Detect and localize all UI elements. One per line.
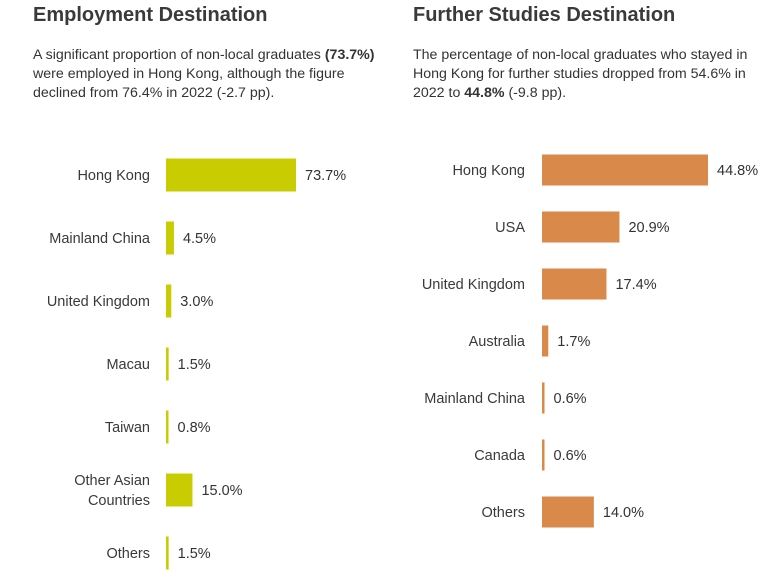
category-label: Hong Kong (77, 168, 150, 184)
bar-australia (542, 325, 549, 357)
description-text: were employed in Hong Kong, although the… (33, 66, 345, 101)
value-label: 1.5% (178, 546, 211, 562)
employment-destination-panel: Employment Destination A significant pro… (33, 4, 383, 570)
further-studies-destination-panel: Further Studies Destination The percenta… (392, 0, 766, 572)
value-label: 20.9% (628, 220, 669, 236)
description-text: A significant proportion of non-local gr… (33, 47, 325, 63)
highlighted-figure: (73.7%) (324, 47, 375, 63)
value-label: 0.8% (178, 420, 211, 436)
value-label: 73.7% (305, 168, 346, 184)
bar-usa (542, 211, 620, 243)
value-label: 15.0% (201, 483, 242, 499)
category-label: Hong Kong (452, 163, 525, 179)
bar-macau (166, 347, 169, 381)
value-label: 4.5% (183, 231, 216, 247)
bar-others (542, 496, 594, 528)
category-label: Countries (88, 493, 150, 509)
bar-other-asian-countries (166, 473, 193, 507)
category-label: USA (495, 220, 525, 236)
value-label: 1.5% (178, 357, 211, 373)
category-label: Macau (106, 357, 150, 373)
category-label: Others (481, 505, 525, 521)
bar-united-kingdom (166, 284, 172, 318)
employment-destination-chart: Hong Kong 73.7% Mainland China 4.5% United K… (47, 158, 346, 570)
value-label: 3.0% (180, 294, 213, 310)
value-label: 14.0% (603, 505, 644, 521)
value-label: 1.7% (557, 334, 590, 350)
bar-mainland-china (166, 221, 174, 255)
further-studies-destination-chart: Hong Kong 44.8% USA 20.9% United Kingdom 17.4… (422, 154, 758, 528)
category-label: Canada (474, 448, 526, 464)
category-label: Taiwan (105, 420, 150, 436)
employment-destination-title: Employment Destination (33, 4, 268, 26)
category-label: United Kingdom (422, 277, 525, 293)
value-label: 17.4% (615, 277, 656, 293)
category-label: Others (106, 546, 150, 562)
bar-hong-kong (166, 158, 296, 192)
bar-canada (542, 439, 545, 471)
further-studies-destination-description: The percentage of non-local graduates wh… (413, 46, 758, 103)
category-label: Mainland China (424, 391, 526, 407)
value-label: 0.6% (554, 448, 587, 464)
category-label: Mainland China (49, 231, 151, 247)
description-text: The percentage of non-local graduates wh… (413, 47, 748, 101)
bar-mainland-china (542, 382, 545, 414)
value-label: 0.6% (554, 391, 587, 407)
bar-hong-kong (542, 154, 708, 186)
bar-others (166, 536, 169, 570)
employment-destination-description: A significant proportion of non-local gr… (33, 46, 383, 103)
category-label: United Kingdom (47, 294, 150, 310)
description-text: (-9.8 pp). (504, 85, 567, 101)
bar-taiwan (166, 410, 169, 444)
value-label: 44.8% (717, 163, 758, 179)
category-label: Australia (469, 334, 526, 350)
further-studies-destination-title: Further Studies Destination (413, 4, 676, 26)
highlighted-figure: 44.8% (464, 85, 505, 101)
category-label: Other Asian (74, 473, 150, 489)
bar-united-kingdom (542, 268, 607, 300)
